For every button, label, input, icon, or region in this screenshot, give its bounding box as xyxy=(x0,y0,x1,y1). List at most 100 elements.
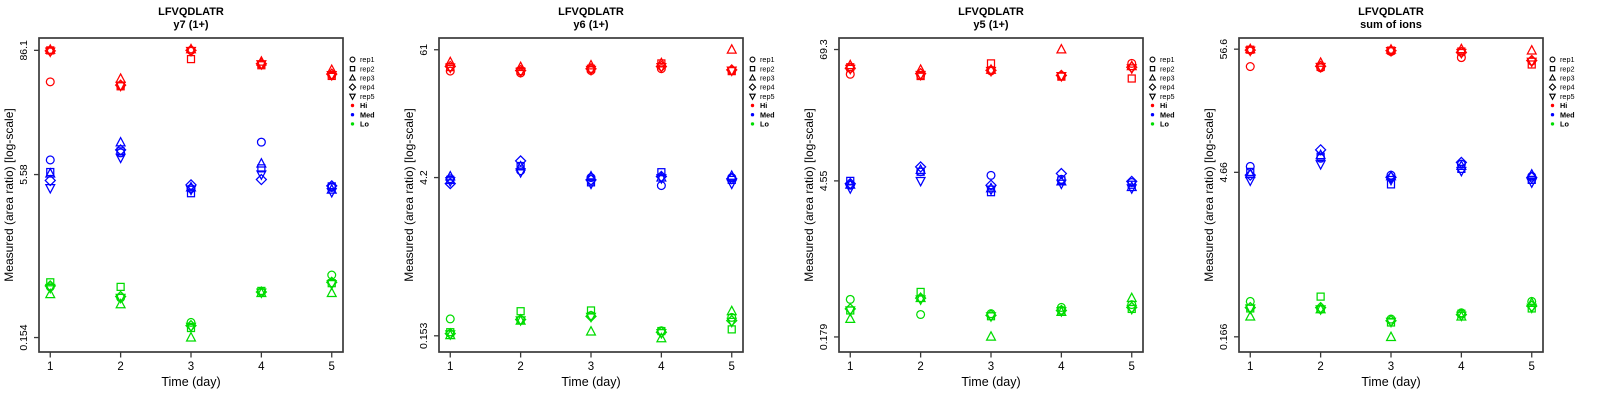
data-point-med-rep5 xyxy=(1315,160,1327,171)
data-point-hi-rep3 xyxy=(326,63,338,75)
data-point-med-rep3 xyxy=(255,157,267,168)
data-point-lo-rep5 xyxy=(326,280,338,291)
data-point-lo-rep5 xyxy=(655,329,667,340)
legend-label-rep4: rep4 xyxy=(360,83,375,92)
legend-label-rep4: rep4 xyxy=(760,83,775,92)
data-point-lo-rep1 xyxy=(1127,300,1137,310)
data-point-lo-rep1 xyxy=(1245,296,1255,306)
diamond-marker xyxy=(1148,83,1157,91)
data-point-hi-rep5 xyxy=(185,46,197,58)
data-point-lo-rep3 xyxy=(1385,330,1397,342)
data-point-hi-rep5 xyxy=(844,64,856,76)
data-point-lo-rep3 xyxy=(1526,296,1538,307)
data-point-med-rep5 xyxy=(1526,178,1538,189)
data-point-lo-rep5 xyxy=(1055,307,1067,318)
data-point-med-rep4 xyxy=(1314,143,1327,156)
data-point-lo-rep3 xyxy=(915,291,927,303)
legend-label-rep2: rep2 xyxy=(360,64,375,73)
data-point-hi-rep3 xyxy=(44,43,56,54)
y-tick-label: 4.55 xyxy=(818,171,830,192)
data-point-med-rep4 xyxy=(514,155,527,167)
x-tick-label: 3 xyxy=(588,361,594,373)
circle-marker xyxy=(749,56,756,63)
data-point-lo-rep5 xyxy=(1385,317,1397,329)
data-point-med-rep4 xyxy=(985,179,997,192)
data-point-hi-rep5 xyxy=(726,66,738,77)
data-point-med-rep4 xyxy=(844,177,857,190)
data-point-med-rep1 xyxy=(256,137,266,147)
data-point-lo-rep5 xyxy=(844,306,856,317)
x-tick-label: 1 xyxy=(1247,361,1253,373)
x-tick-label: 4 xyxy=(1458,361,1465,373)
legend-label-Med: Med xyxy=(1560,110,1575,119)
legend-label-Lo: Lo xyxy=(360,120,369,129)
data-point-med-rep4 xyxy=(114,144,127,156)
data-point-lo-rep3 xyxy=(185,331,197,342)
legend-label-rep3: rep3 xyxy=(360,74,375,83)
legend-label-rep1: rep1 xyxy=(760,55,775,64)
legend-label-Med: Med xyxy=(760,110,775,119)
data-point-lo-rep5 xyxy=(444,330,456,341)
panel-subtitle: y5 (1+) xyxy=(973,19,1008,31)
y-tick-label: 4.2 xyxy=(418,170,430,185)
panel-y7-1-: LFVQDLATR y7 (1+) 86.1 5.58 0.154 1 2 3 4 5 Time (… xyxy=(0,0,400,400)
x-tick-label: 3 xyxy=(1388,361,1394,373)
data-point-hi-rep3 xyxy=(1126,60,1138,71)
data-point-med-rep1 xyxy=(186,184,196,194)
data-point-med-rep4 xyxy=(1385,171,1397,184)
data-point-lo-rep1 xyxy=(445,314,455,324)
data-point-lo-rep5 xyxy=(44,283,56,295)
legend-label-rep1: rep1 xyxy=(360,55,375,64)
legend-dot-hi xyxy=(1150,103,1155,108)
square-marker xyxy=(1549,65,1556,72)
data-point-hi-rep1 xyxy=(45,77,55,87)
data-point-lo-rep5 xyxy=(185,322,197,334)
x-axis-label: Time (day) xyxy=(961,375,1020,389)
data-point-lo-rep5 xyxy=(1455,311,1467,322)
data-point-med-rep2 xyxy=(657,168,666,177)
legend-label-Med: Med xyxy=(360,110,375,119)
data-point-lo-rep3 xyxy=(585,325,597,336)
x-tick-label: 1 xyxy=(447,361,453,373)
legend-label-rep3: rep3 xyxy=(760,74,775,83)
triangle-up-marker xyxy=(1148,73,1157,81)
data-point-lo-rep2 xyxy=(516,307,525,316)
data-point-med-rep5 xyxy=(844,184,856,195)
legend-dot-hi xyxy=(750,103,755,108)
legend-dot-med xyxy=(1150,113,1155,117)
x-axis-label: Time (day) xyxy=(561,375,620,389)
legend-label-Lo: Lo xyxy=(760,120,769,129)
diamond-marker xyxy=(348,83,357,91)
data-point-hi-rep3 xyxy=(1315,56,1327,67)
data-point-lo-rep5 xyxy=(1526,303,1538,314)
x-tick-label: 5 xyxy=(329,361,335,373)
plot-frame xyxy=(438,37,744,353)
x-tick-label: 3 xyxy=(988,361,994,373)
y-tick-label: 61 xyxy=(418,44,430,56)
legend-label-Hi: Hi xyxy=(1560,101,1567,110)
triangle-down-marker xyxy=(1148,93,1157,101)
data-point-hi-rep5 xyxy=(1055,72,1067,83)
data-point-lo-rep1 xyxy=(327,270,337,280)
data-point-hi-rep3 xyxy=(1385,43,1397,54)
legend-label-rep1: rep1 xyxy=(1560,55,1575,64)
x-tick-label: 4 xyxy=(258,361,265,373)
data-point-hi-rep1 xyxy=(1245,62,1255,72)
data-point-med-rep3 xyxy=(1385,170,1397,181)
x-tick-label: 1 xyxy=(847,361,853,373)
data-point-med-rep4 xyxy=(444,177,457,190)
data-point-med-rep4 xyxy=(1244,169,1257,182)
data-point-med-rep3 xyxy=(1126,180,1138,192)
x-axis-label: Time (day) xyxy=(1361,375,1420,389)
legend-label-rep3: rep3 xyxy=(1560,74,1575,83)
data-point-med-rep3 xyxy=(444,170,456,181)
legend-dot-hi xyxy=(1550,103,1555,108)
data-point-hi-rep5 xyxy=(1126,64,1138,75)
panel-title: LFVQDLATR xyxy=(158,6,224,18)
data-point-hi-rep5 xyxy=(326,70,338,82)
legend-label-Hi: Hi xyxy=(360,101,367,110)
legend-label-Lo: Lo xyxy=(1160,120,1169,129)
